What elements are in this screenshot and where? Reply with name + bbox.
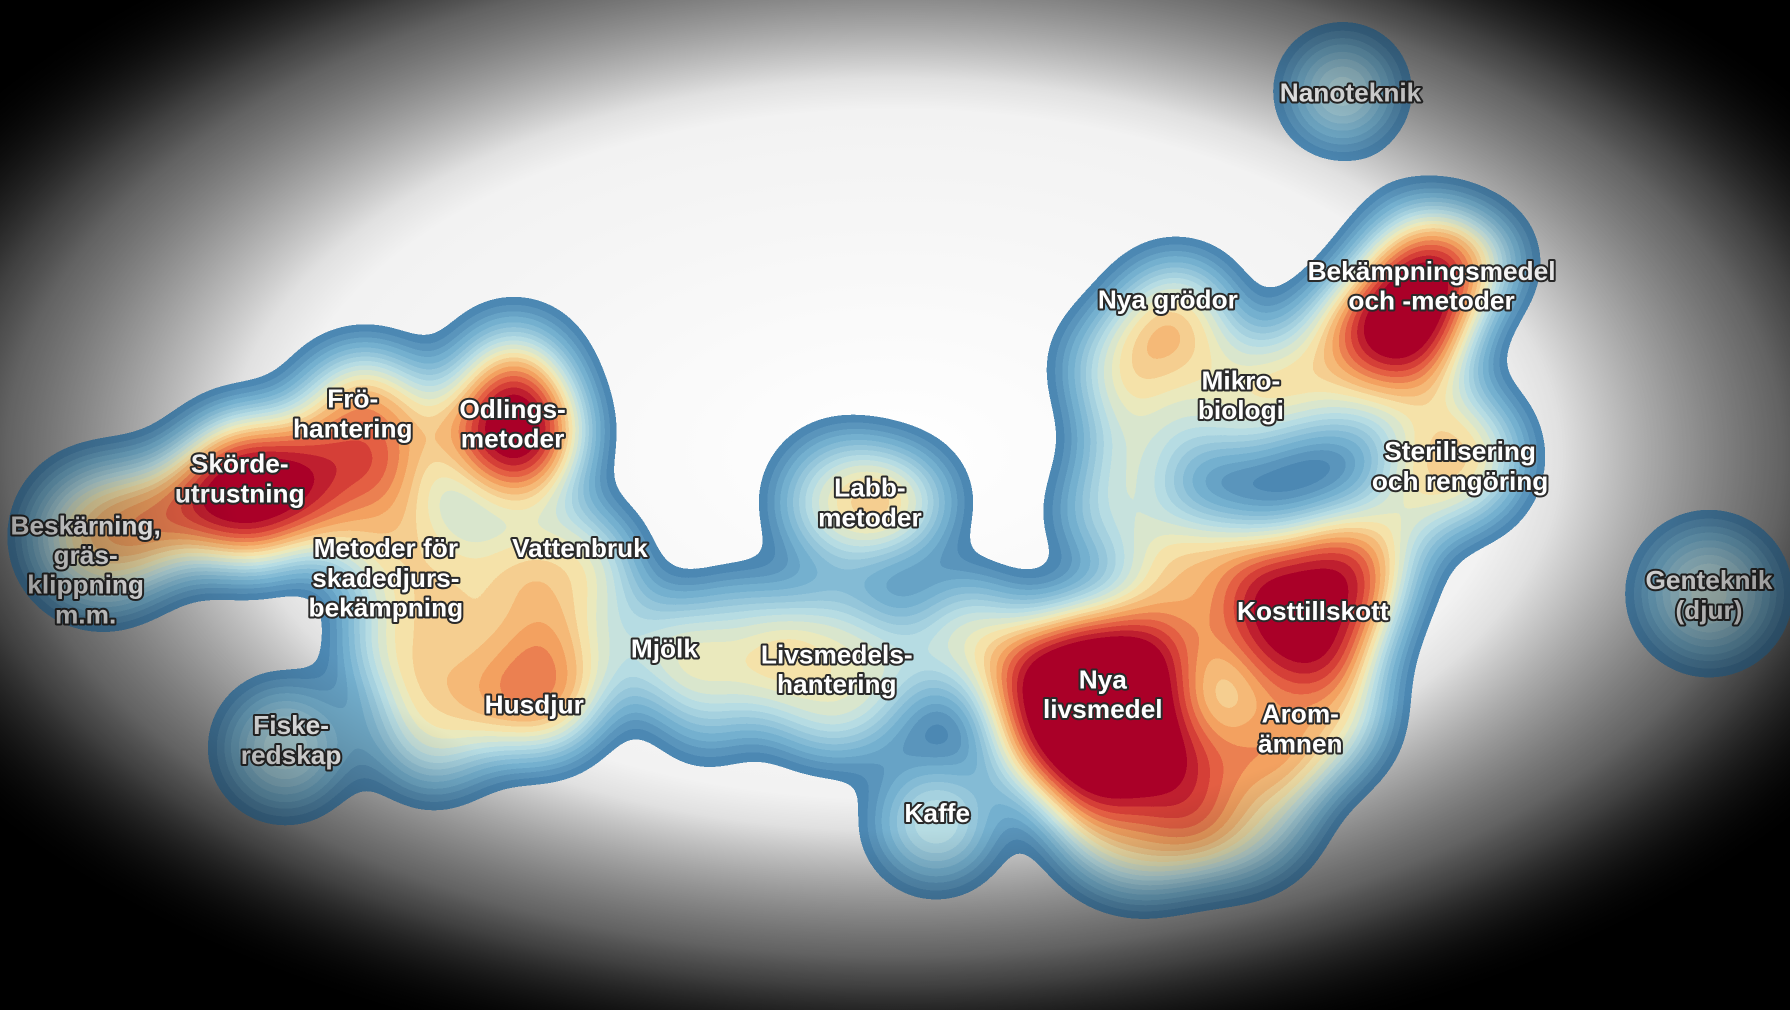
topic-label: Frö- <box>327 384 378 414</box>
topic-label: (djur) <box>1675 595 1742 625</box>
topic-label: bekämpning <box>309 593 464 623</box>
topic-label: livsmedel <box>1043 694 1163 724</box>
topic-label: m.m. <box>55 599 116 629</box>
topic-label: och -metoder <box>1348 285 1514 315</box>
topic-label: hantering <box>777 669 897 699</box>
topic-label: Nya grödor <box>1098 284 1238 314</box>
topic-label: ämnen <box>1258 728 1343 758</box>
topic-label: Kaffe <box>904 798 970 828</box>
topic-label: Mjölk <box>631 634 698 664</box>
topic-label: Livsmedels- <box>761 639 913 669</box>
topic-label: klippning <box>27 570 144 600</box>
topic-label: Nya <box>1079 664 1128 694</box>
topic-label: Arom- <box>1262 699 1339 729</box>
topic-label: Metoder för <box>314 533 458 563</box>
topic-label: skadedjurs- <box>312 563 459 593</box>
topic-label: Odlings- <box>459 394 565 424</box>
topic-label: Skörde- <box>191 449 289 479</box>
topic-label: Vattenbruk <box>512 533 648 563</box>
topic-label: Husdjur <box>485 690 584 720</box>
topic-label: utrustning <box>175 478 305 508</box>
topic-label: Mikro- <box>1202 365 1281 395</box>
topic-label: Nanoteknik <box>1280 78 1422 108</box>
topic-label: metoder <box>818 502 922 532</box>
topic-label: hantering <box>293 413 413 443</box>
topic-label: Fiske- <box>253 710 329 740</box>
topic-label: biologi <box>1198 395 1284 425</box>
topic-label: Kosttillskott <box>1237 596 1389 626</box>
topic-label: gräs- <box>54 540 118 570</box>
topic-label: Beskärning, <box>10 510 160 540</box>
topic-label: Sterilisering <box>1384 436 1536 466</box>
topic-label: redskap <box>241 740 342 770</box>
topic-label: Labb- <box>834 473 905 503</box>
topic-label: och rengöring <box>1372 466 1548 496</box>
topic-label: Genteknik <box>1646 565 1773 595</box>
topic-label: Bekämpningsmedel <box>1308 256 1556 286</box>
topic-label: metoder <box>461 424 565 454</box>
